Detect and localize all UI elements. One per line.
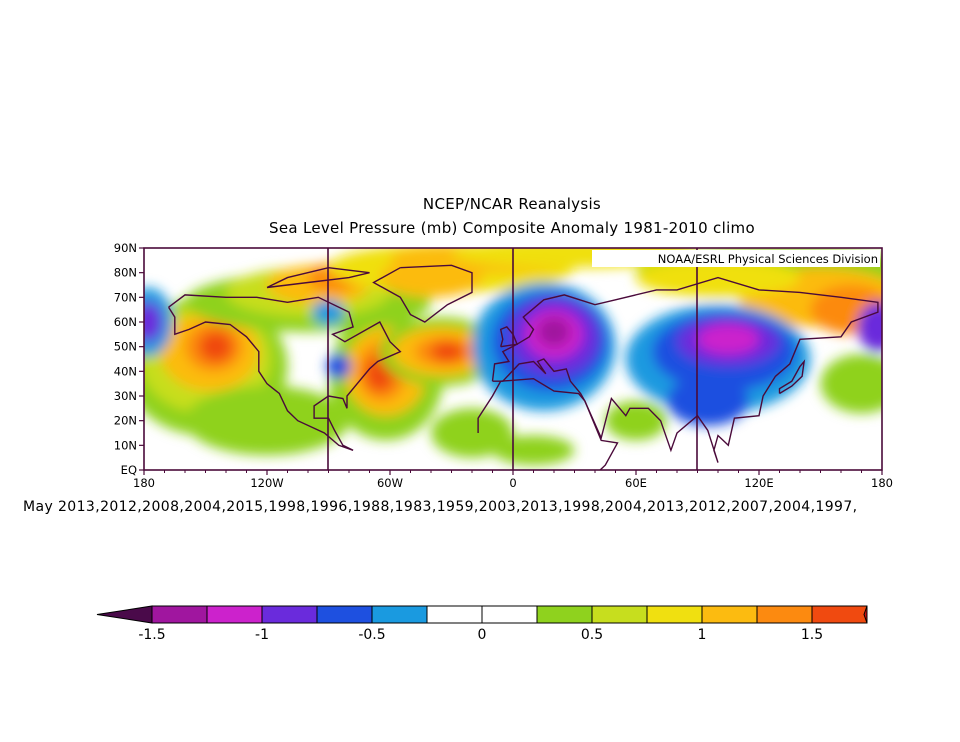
colorbar-cell [756, 605, 813, 624]
colorbar-label: 1 [698, 627, 707, 643]
positive-anomaly [431, 341, 464, 362]
colorbar-label: 0 [478, 627, 487, 643]
chart-subtitle: Sea Level Pressure (mb) Composite Anomal… [269, 219, 755, 237]
chart-title: NCEP/NCAR Reanalysis [422, 195, 602, 213]
y-tick-label: EQ [121, 463, 137, 477]
positive-anomaly [185, 386, 349, 456]
colorbar-cell [646, 605, 703, 624]
y-tick-label: 30N [114, 389, 137, 403]
colorbar: -1.5 -1 -0.5 0 0.5 1 1.5 [96, 605, 868, 643]
arctic-islands-coastline [266, 266, 370, 289]
x-tick-label: 60W [377, 476, 403, 490]
anomaly-map: NOAA/ESRL Physical Sciences Division 180… [114, 241, 893, 490]
colorbar-low-triangle [96, 605, 153, 624]
colorbar-cell [481, 605, 538, 624]
japan-coastline [778, 359, 806, 395]
x-tick-label: 60E [625, 476, 647, 490]
positive-anomaly [820, 354, 882, 414]
y-tick-label: 90N [114, 241, 137, 255]
x-tick-label: 180 [133, 476, 155, 490]
coastlines [168, 264, 879, 470]
negative-anomaly [537, 317, 571, 347]
colorbar-cell [371, 605, 428, 624]
colorbar-cell [206, 605, 263, 624]
eurasia-coastline [491, 276, 879, 463]
credit-box [592, 250, 880, 267]
x-tick-label: 120E [744, 476, 773, 490]
y-tick-label: 70N [114, 290, 137, 304]
y-tick-label: 10N [114, 438, 137, 452]
positive-anomaly [492, 435, 575, 466]
colorbar-cell [151, 605, 208, 624]
negative-anomaly [857, 302, 882, 352]
composite-years-caption: May 2013,2012,2008,2004,2015,1998,1996,1… [23, 499, 858, 515]
x-tick-label: 0 [509, 476, 516, 490]
colorbar-cell [261, 605, 318, 624]
north-america-coastline [168, 294, 402, 451]
colorbar-cell [591, 605, 648, 624]
colorbar-cell [536, 605, 593, 624]
negative-anomaly [144, 302, 163, 342]
greenland-coastline [372, 264, 473, 323]
positive-anomaly [605, 400, 667, 441]
axis-ticks: 180 120W 60W 0 60E 120E 180EQ10N20N30N40N50N60… [114, 241, 893, 490]
colorbar-label: -1 [255, 627, 269, 643]
y-tick-label: 50N [114, 340, 137, 354]
colorbar-cell [426, 605, 483, 624]
colorbar-high-triangle [863, 605, 868, 624]
colorbar-label: 0.5 [581, 627, 603, 643]
y-tick-label: 60N [114, 315, 137, 329]
x-tick-label: 180 [871, 476, 893, 490]
colorbar-label: -0.5 [358, 627, 385, 643]
y-tick-label: 40N [114, 364, 137, 378]
colorbar-cell [701, 605, 758, 624]
x-tick-label: 120W [250, 476, 283, 490]
positive-anomaly [431, 408, 513, 458]
y-tick-label: 80N [114, 266, 137, 280]
credit-text: NOAA/ESRL Physical Sciences Division [658, 252, 878, 266]
uk-coastline [499, 326, 519, 348]
colorbar-label: -1.5 [138, 627, 165, 643]
colorbar-cell [811, 605, 868, 624]
y-tick-label: 20N [114, 414, 137, 428]
colorbar-cell [316, 605, 373, 624]
colorbar-label: 1.5 [801, 627, 823, 643]
negative-anomaly [326, 354, 352, 379]
negative-anomaly [666, 376, 749, 426]
africa-coastline [477, 377, 619, 470]
positive-anomaly [199, 331, 233, 362]
negative-anomaly [697, 324, 759, 355]
